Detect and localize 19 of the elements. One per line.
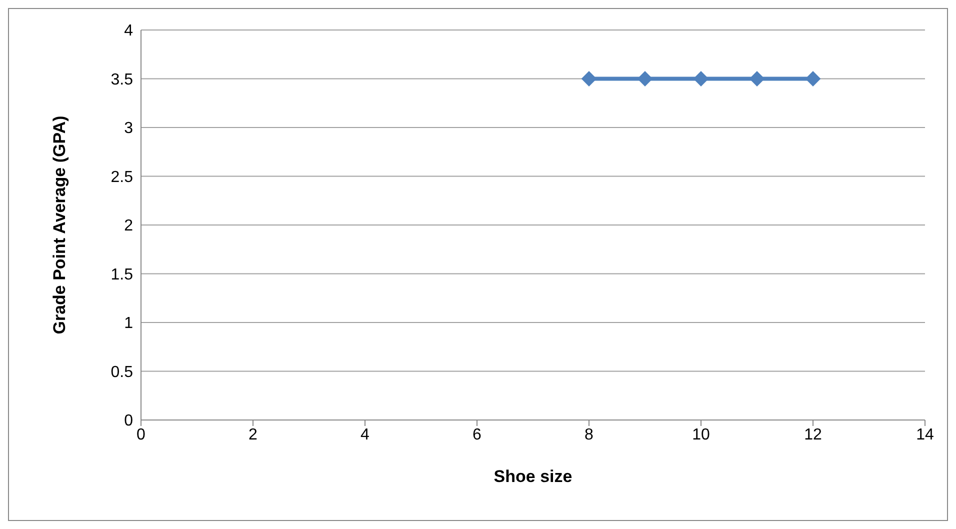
y-tick-label: 2.5 bbox=[110, 168, 134, 186]
x-tick-label: 4 bbox=[360, 426, 370, 444]
x-tick-label: 0 bbox=[136, 426, 146, 444]
x-axis-title: Shoe size bbox=[494, 467, 572, 486]
y-tick-label: 2 bbox=[124, 218, 134, 235]
x-tick-label: 12 bbox=[804, 426, 822, 444]
x-tick-label: 10 bbox=[692, 426, 710, 444]
y-axis-title: Grade Point Average (GPA) bbox=[50, 116, 70, 334]
y-tick-label: 3.5 bbox=[110, 71, 134, 88]
y-tick-label: 1.5 bbox=[110, 266, 134, 284]
x-tick-label: 2 bbox=[248, 426, 258, 444]
y-tick-label: 0.5 bbox=[110, 364, 134, 381]
y-tick-label: 0 bbox=[124, 412, 134, 430]
x-tick-label: 8 bbox=[584, 426, 594, 444]
y-tick-label: 4 bbox=[124, 22, 134, 40]
x-tick-label: 6 bbox=[472, 426, 482, 444]
x-tick-label: 14 bbox=[916, 426, 934, 444]
y-tick-label: 3 bbox=[124, 120, 134, 138]
y-tick-label: 1 bbox=[124, 315, 134, 332]
